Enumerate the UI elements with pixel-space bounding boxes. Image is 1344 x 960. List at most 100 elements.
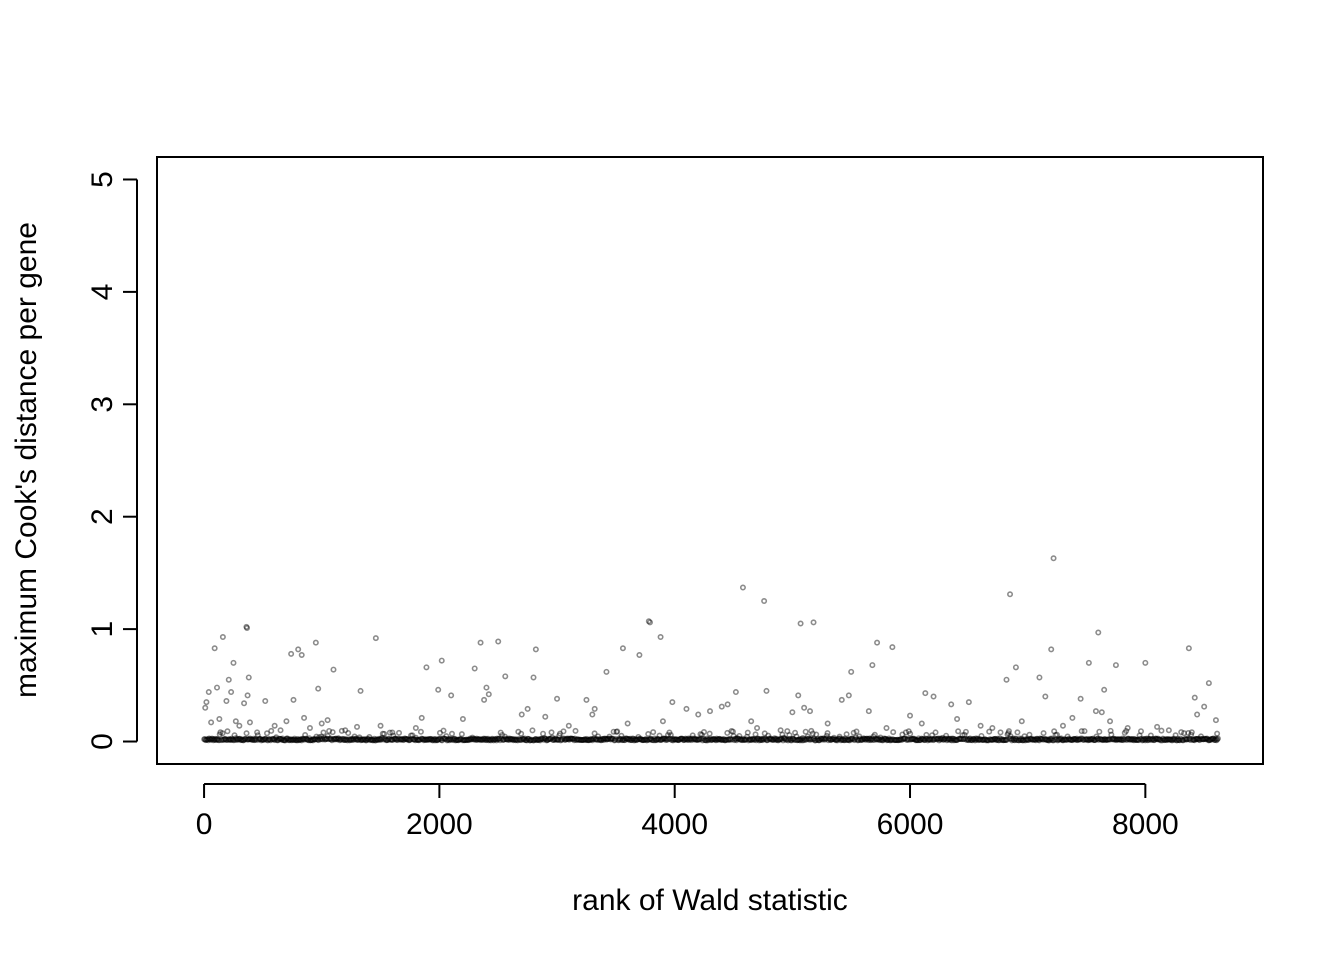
data-point [1101,686,1108,693]
data-point [810,619,817,626]
data-point [492,736,499,743]
data-point [1145,737,1152,744]
data-point [885,736,892,743]
data-point [534,736,541,743]
data-point [961,731,968,738]
data-point [824,720,831,727]
data-point [1200,736,1207,743]
data-point [751,736,758,743]
data-point [424,736,431,743]
data-point [675,737,682,744]
data-point [763,687,770,694]
data-point [364,736,371,743]
data-point [478,736,485,743]
data-point [984,736,991,743]
data-point [267,737,274,744]
data-point [1110,735,1117,742]
data-point [216,737,223,744]
data-point [616,735,623,742]
data-point [354,723,361,730]
data-point [285,737,292,744]
data-point [324,735,331,742]
data-point [943,732,950,739]
data-point [596,736,603,743]
data-point [490,737,497,744]
data-point [739,584,746,591]
data-point [669,735,676,742]
data-point [298,737,305,744]
data-point [894,736,901,743]
data-point [773,737,780,744]
data-point [636,651,643,658]
data-point [418,714,425,721]
data-point [605,735,612,742]
data-point [1050,737,1057,744]
data-point [316,735,323,742]
data-point [438,657,445,664]
data-point [217,729,224,736]
data-point [835,735,842,742]
data-point [833,737,840,744]
data-point [357,687,364,694]
data-point [657,737,664,744]
data-point [1045,737,1052,744]
data-point [545,736,552,743]
data-point [583,737,590,744]
data-point [452,737,459,744]
data-point [1180,737,1187,744]
data-point [258,737,265,744]
data-point [765,735,772,742]
data-point [401,735,408,742]
data-point [287,736,294,743]
data-point [832,736,839,743]
x-tick-label: 4000 [641,808,708,841]
data-point [670,736,677,743]
data-point [1182,735,1189,742]
data-point [1154,736,1161,743]
data-point [449,736,456,743]
data-point [791,736,798,743]
data-point [929,732,936,739]
data-point [895,737,902,744]
data-point [415,737,422,744]
data-point [472,736,479,743]
data-point [1214,736,1221,743]
data-point [1155,736,1162,743]
data-point [915,735,922,742]
data-point [465,736,472,743]
data-point [1107,727,1114,734]
data-point [780,734,787,741]
data-point [429,737,436,744]
data-point [830,734,837,741]
data-point [857,735,864,742]
data-point [747,736,754,743]
data-point [746,736,753,743]
data-point [329,729,336,736]
data-point [847,735,854,742]
data-point [1113,737,1120,744]
data-point [907,712,914,719]
data-point [206,736,213,743]
data-point [570,736,577,743]
data-point [208,719,215,726]
data-point [230,737,237,744]
data-point [467,735,474,742]
data-point [895,736,902,743]
data-point [1032,737,1039,744]
data-point [993,736,1000,743]
data-point [1094,735,1101,742]
data-point [1022,736,1029,743]
data-point [1170,736,1177,743]
data-point [632,736,639,743]
data-point [384,737,391,744]
data-point [456,736,463,743]
data-point [351,733,358,740]
data-point [453,737,460,744]
data-point [794,737,801,744]
data-point [536,736,543,743]
data-point [1177,735,1184,742]
data-point [1195,735,1202,742]
data-point [525,735,532,742]
data-point [243,730,250,737]
data-point [511,736,518,743]
